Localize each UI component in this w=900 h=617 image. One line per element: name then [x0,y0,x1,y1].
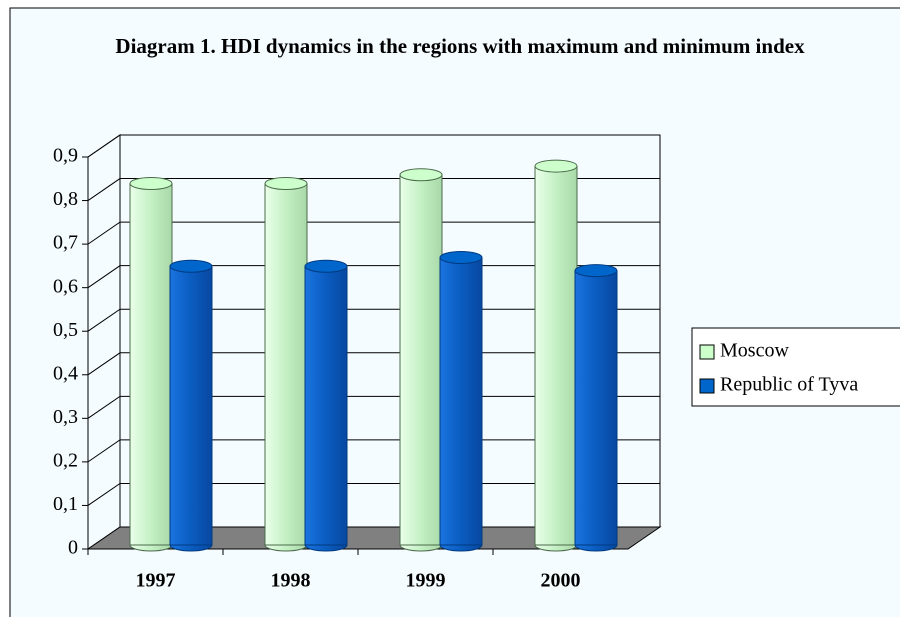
y-tick-label: 0,9 [53,145,78,167]
bar-top [439,251,483,265]
y-tick-label: 0,2 [53,449,78,471]
legend-swatch [699,378,715,394]
y-tick-label: 0,6 [53,275,78,297]
bar [264,182,308,546]
bar [169,265,213,546]
bar [129,182,173,546]
x-tick-label: 1998 [271,570,311,592]
bar-top [534,159,578,173]
bar [534,165,578,546]
legend-label: Moscow [720,340,789,362]
bar-top [169,259,213,273]
bar-top [304,259,348,273]
bar [574,270,618,546]
bar-top [399,168,443,182]
y-tick-label: 0,1 [53,493,78,515]
y-tick-label: 0 [68,537,78,559]
grid-line [87,221,660,245]
grid-line [87,134,660,158]
y-tick-label: 0,8 [53,188,78,210]
x-tick-label: 1997 [136,570,176,592]
y-tick-label: 0,7 [53,232,78,254]
x-tick-label: 2000 [541,570,581,592]
grid-line [87,178,660,201]
bar-top [129,176,173,190]
y-tick-label: 0,5 [53,319,78,341]
y-tick-label: 0,4 [53,362,78,384]
legend-box [691,327,900,407]
bar-top [264,176,308,190]
bar-top [574,264,618,278]
bar [304,265,348,546]
bar [439,257,483,546]
y-tick-label: 0,3 [53,406,78,428]
legend-label: Republic of Tyva [720,374,858,396]
x-tick-label: 1999 [406,570,446,592]
legend-swatch [699,344,715,360]
chart-title: Diagram 1. HDI dynamics in the regions w… [115,34,805,58]
bar [399,174,443,546]
